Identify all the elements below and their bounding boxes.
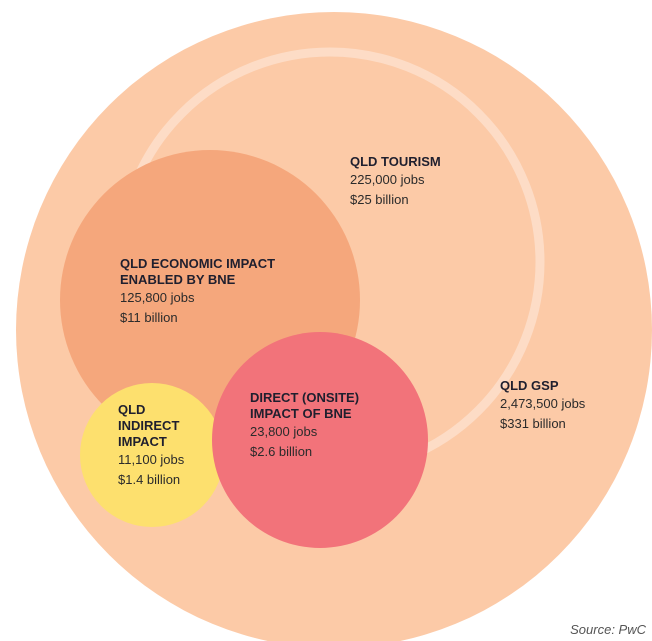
node-title: IMPACT — [118, 434, 167, 449]
node-title: QLD GSP — [500, 378, 559, 393]
direct-circle — [212, 332, 428, 548]
node-title: ENABLED BY BNE — [120, 272, 236, 287]
node-value: $2.6 billion — [250, 444, 312, 459]
node-value: $1.4 billion — [118, 472, 180, 487]
node-jobs: 225,000 jobs — [350, 172, 425, 187]
node-value: $25 billion — [350, 192, 409, 207]
node-jobs: 11,100 jobs — [118, 452, 185, 467]
node-value: $11 billion — [120, 310, 178, 325]
node-value: $331 billion — [500, 416, 566, 431]
node-title: QLD — [118, 402, 145, 417]
node-jobs: 125,800 jobs — [120, 290, 195, 305]
node-jobs: 23,800 jobs — [250, 424, 318, 439]
node-jobs: 2,473,500 jobs — [500, 396, 586, 411]
node-title: QLD ECONOMIC IMPACT — [120, 256, 275, 271]
node-title: IMPACT OF BNE — [250, 406, 352, 421]
node-title: DIRECT (ONSITE) — [250, 390, 359, 405]
labels: QLD GSP 2,473,500 jobs $331 billion QLD TOU… — [118, 154, 586, 487]
source: Source: PwC — [570, 622, 646, 637]
node-title: QLD TOURISM — [350, 154, 441, 169]
indirect-circle — [80, 383, 224, 527]
node-title: INDIRECT — [118, 418, 179, 433]
